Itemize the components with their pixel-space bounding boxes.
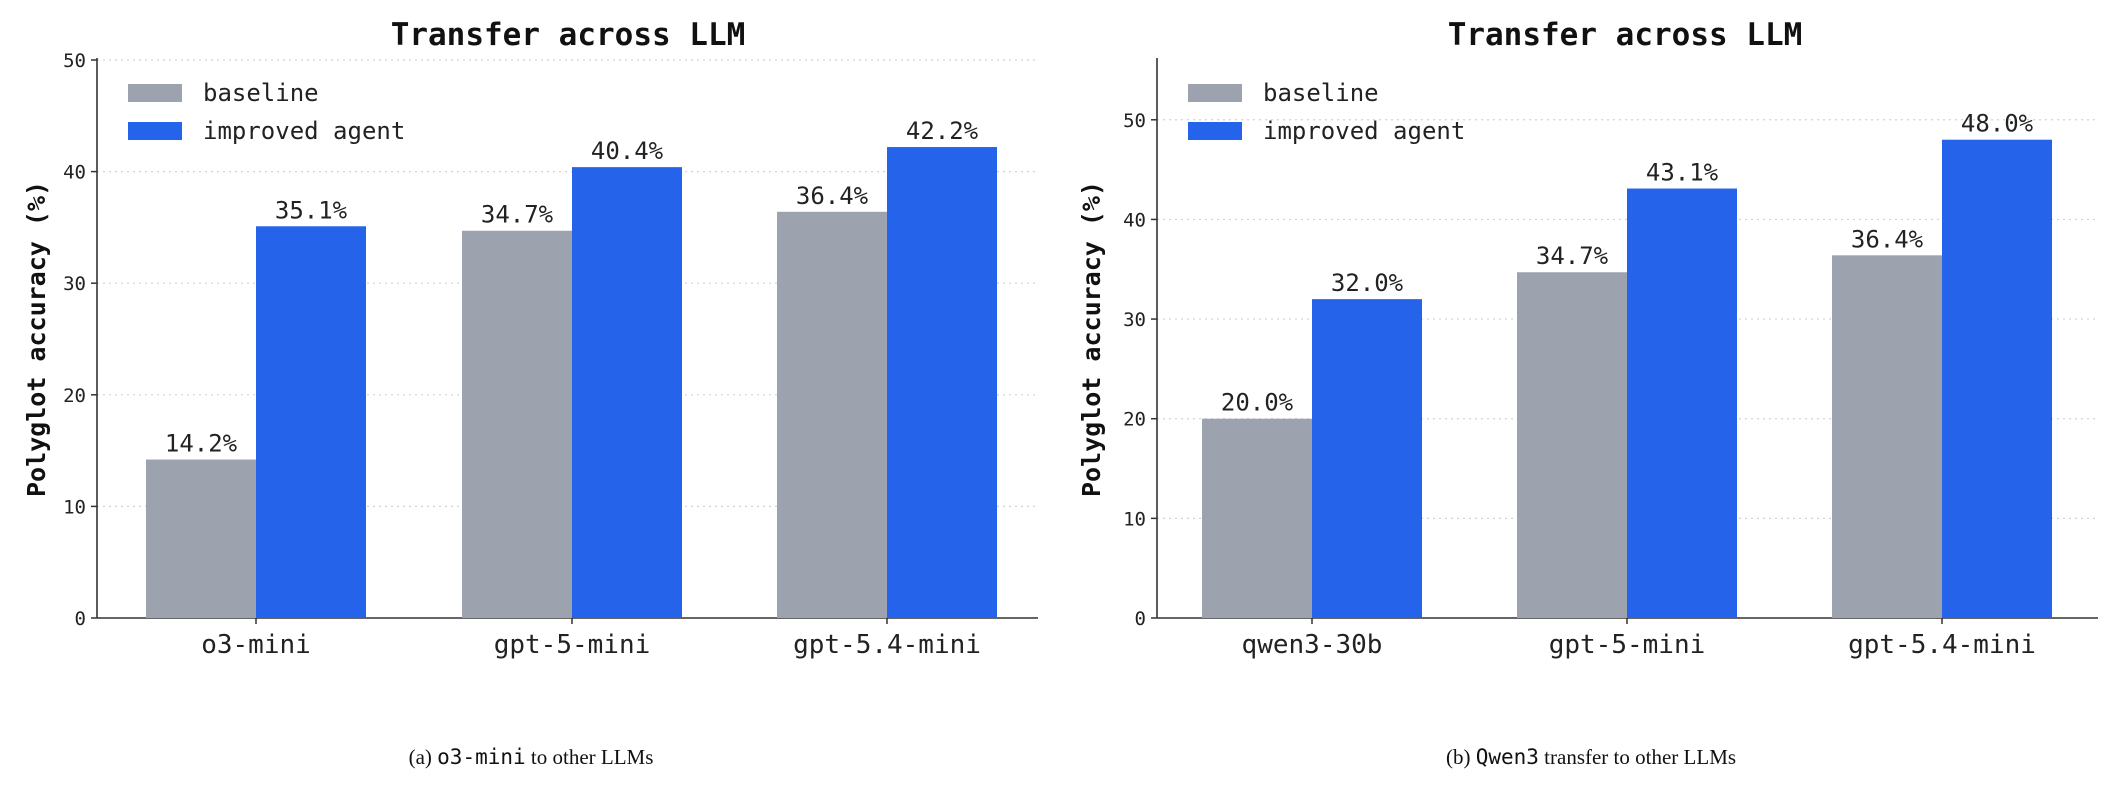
y-tick-label: 10	[1123, 508, 1146, 530]
data-label: 48.0%	[1961, 110, 2034, 138]
data-label: 40.4%	[591, 137, 664, 165]
chart-panel-1: 0 10 20 30 40 50 14.2% 34.7% 36.4% 35.1% 40.4% 42.2…	[22, 17, 1038, 769]
caption-prefix: (b)	[1446, 745, 1476, 769]
data-label: 34.7%	[481, 201, 554, 229]
bar-improved-agent-gpt-5-mini	[572, 167, 682, 619]
bar-baseline-gpt-5-mini	[1517, 272, 1627, 618]
bar-baseline-gpt-5.4-mini	[1832, 255, 1942, 619]
bar-baseline-qwen3-30b	[1202, 418, 1312, 618]
y-tick-label: 40	[1123, 209, 1146, 231]
bar-baseline-gpt-5-mini	[462, 230, 572, 619]
chart-panel-2: 0 10 20 30 40 50 20.0% 34.7% 36.4% 32.0% 43.1% 48.0…	[1077, 17, 2098, 769]
y-tick-label: 50	[63, 50, 86, 72]
data-label: 34.7%	[1536, 242, 1609, 270]
legend-label: baseline	[203, 79, 319, 107]
chart-title: Transfer across LLM	[1448, 17, 1803, 53]
y-axis-label: Polyglot accuracy (%)	[22, 181, 51, 497]
bar-improved-agent-qwen3-30b	[1312, 299, 1422, 618]
caption-suffix: to other LLMs	[526, 745, 654, 769]
data-label: 36.4%	[796, 182, 869, 210]
bar-improved-agent-gpt-5.4-mini	[887, 147, 997, 618]
y-tick-label: 20	[1123, 409, 1146, 431]
legend-swatch	[1188, 84, 1242, 102]
legend-label: improved agent	[1263, 117, 1465, 145]
y-tick-label: 0	[1135, 608, 1146, 630]
data-label: 36.4%	[1851, 225, 1924, 253]
bar-improved-agent-gpt-5-mini	[1627, 188, 1737, 618]
x-tick-label: gpt-5.4-mini	[793, 630, 981, 660]
caption-code: o3-mini	[437, 745, 526, 769]
data-label: 32.0%	[1331, 269, 1404, 297]
legend-swatch	[1188, 122, 1242, 140]
data-label: 35.1%	[275, 196, 348, 224]
chart-title: Transfer across LLM	[391, 17, 746, 53]
bar-improved-agent-gpt-5.4-mini	[1942, 139, 2052, 618]
legend-label: improved agent	[203, 117, 405, 145]
bar-baseline-o3-mini	[146, 459, 256, 618]
y-tick-label: 50	[1123, 110, 1146, 132]
bar-baseline-gpt-5.4-mini	[777, 211, 887, 618]
figure-caption: (a) o3-mini to other LLMs	[409, 745, 654, 769]
y-tick-label: 10	[63, 496, 86, 518]
y-tick-label: 40	[63, 162, 86, 184]
y-tick-label: 30	[63, 273, 86, 295]
caption-code: Qwen3	[1476, 745, 1539, 769]
data-label: 42.2%	[906, 117, 979, 145]
legend: baseline improved agent	[128, 79, 405, 145]
y-tick-label: 0	[75, 608, 86, 630]
legend-swatch	[128, 84, 182, 102]
data-label: 43.1%	[1646, 159, 1719, 187]
x-tick-label: qwen3-30b	[1242, 630, 1383, 660]
figure-caption: (b) Qwen3 transfer to other LLMs	[1446, 745, 1736, 769]
legend-label: baseline	[1263, 79, 1379, 107]
x-tick-label: o3-mini	[201, 630, 311, 660]
x-tick-label: gpt-5-mini	[1549, 630, 1706, 660]
caption-suffix: transfer to other LLMs	[1539, 745, 1736, 769]
bar-improved-agent-o3-mini	[256, 226, 366, 618]
y-axis-label: Polyglot accuracy (%)	[1077, 181, 1106, 497]
y-tick-label: 20	[63, 385, 86, 407]
y-tick-label: 30	[1123, 309, 1146, 331]
caption-prefix: (a)	[409, 745, 438, 769]
legend: baseline improved agent	[1188, 79, 1465, 145]
x-tick-label: gpt-5.4-mini	[1848, 630, 2036, 660]
data-label: 14.2%	[165, 430, 238, 458]
data-label: 20.0%	[1221, 389, 1294, 417]
x-tick-label: gpt-5-mini	[494, 630, 651, 660]
legend-swatch	[128, 122, 182, 140]
